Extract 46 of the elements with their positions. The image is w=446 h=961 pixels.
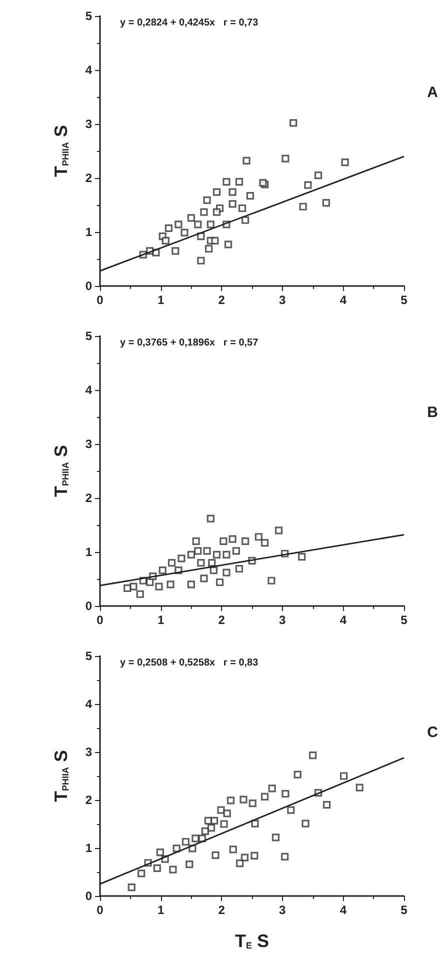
x-tick-label: 0 bbox=[96, 293, 104, 307]
x-tick-label: 1 bbox=[157, 903, 164, 917]
x-tick-label: 4 bbox=[340, 613, 347, 627]
x-tick-label: 5 bbox=[400, 293, 408, 307]
y-tick-label: 2 bbox=[85, 491, 92, 505]
x-tick-label: 4 bbox=[340, 293, 347, 307]
x-tick-label: 2 bbox=[218, 613, 226, 627]
text: C bbox=[427, 724, 438, 741]
y-axis-title: TPHIIA S bbox=[51, 444, 71, 498]
y-tick-label: 3 bbox=[85, 745, 92, 759]
annotation: y = 0,3765 + 0,1896x r = 0,57 bbox=[120, 338, 259, 348]
y-tick-label: 2 bbox=[85, 171, 92, 185]
x-tick-label: 3 bbox=[279, 613, 286, 627]
annotation: y = 0,2508 + 0,5258x r = 0,83 bbox=[120, 658, 259, 668]
x-tick-label: 5 bbox=[400, 903, 408, 917]
x-tick-label: 1 bbox=[157, 293, 164, 307]
x-tick-label: 2 bbox=[218, 293, 226, 307]
x-tick-label: 3 bbox=[279, 903, 286, 917]
x-axis-title: TE S bbox=[234, 931, 270, 951]
y-tick-label: 1 bbox=[85, 841, 92, 855]
x-tick-label: 0 bbox=[96, 613, 104, 627]
text: B bbox=[427, 404, 438, 421]
x-tick-label: 4 bbox=[340, 903, 347, 917]
y-tick-label: 3 bbox=[85, 437, 92, 451]
y-tick-label: 5 bbox=[85, 9, 92, 23]
y-tick-label: 0 bbox=[85, 599, 92, 613]
y-tick-label: 5 bbox=[85, 329, 92, 343]
y-tick-label: 4 bbox=[85, 63, 92, 77]
x-tick-label: 1 bbox=[157, 613, 164, 627]
x-tick-label: 5 bbox=[400, 613, 408, 627]
text: A bbox=[427, 84, 438, 101]
annotation: y = 0,2824 + 0,4245x r = 0,73 bbox=[120, 18, 259, 28]
y-tick-label: 1 bbox=[85, 225, 92, 239]
x-tick-label: 0 bbox=[96, 903, 104, 917]
y-tick-label: 5 bbox=[85, 649, 92, 663]
y-tick-label: 3 bbox=[85, 117, 92, 131]
y-tick-label: 4 bbox=[85, 697, 92, 711]
x-tick-label: 3 bbox=[279, 293, 286, 307]
y-tick-label: 0 bbox=[85, 889, 92, 903]
x-tick-label: 2 bbox=[218, 903, 226, 917]
y-tick-label: 4 bbox=[85, 383, 92, 397]
y-tick-label: 2 bbox=[85, 793, 92, 807]
y-axis-title: TPHIIA S bbox=[51, 750, 71, 802]
y-axis-title: TPHIIA S bbox=[51, 124, 71, 178]
y-tick-label: 0 bbox=[85, 279, 92, 293]
y-tick-label: 1 bbox=[85, 545, 92, 559]
